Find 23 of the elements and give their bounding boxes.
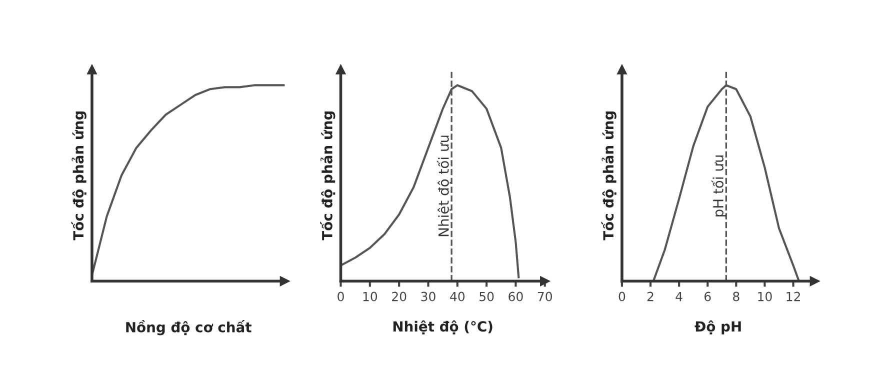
x-tick-label: 10 bbox=[758, 292, 772, 302]
ref-line-label: Nhiệt độ tối ưu bbox=[436, 136, 452, 236]
x-axis-title: Nhiệt độ (°C) bbox=[393, 320, 492, 334]
x-tick-label: 20 bbox=[392, 292, 406, 302]
x-tick-label: 70 bbox=[538, 292, 552, 302]
y-axis-title: Tốc độ phản ứng bbox=[601, 111, 616, 240]
x-tick-label: 60 bbox=[508, 292, 523, 302]
x-tick-label: 6 bbox=[704, 292, 711, 302]
x-tick-label: 4 bbox=[676, 292, 682, 302]
x-tick-label: 10 bbox=[363, 292, 378, 302]
x-tick-label: 0 bbox=[338, 292, 344, 302]
y-axis-title: Tốc độ phản ứng bbox=[71, 111, 86, 240]
x-tick-label: 50 bbox=[480, 292, 494, 302]
x-tick-label: 0 bbox=[618, 292, 626, 302]
x-axis-title: Nồng độ cơ chất bbox=[126, 320, 252, 336]
x-tick-label: 12 bbox=[786, 292, 800, 302]
ref-line-label: pH tối ưu bbox=[712, 155, 726, 216]
x-tick-label: 30 bbox=[421, 292, 436, 302]
y-axis-title: Tốc độ phản ứng bbox=[320, 111, 336, 240]
x-axis-title: Độ pH bbox=[694, 320, 741, 334]
x-tick-label: 2 bbox=[647, 292, 654, 302]
x-tick-label: 40 bbox=[450, 292, 465, 302]
x-tick-label: 8 bbox=[733, 292, 740, 302]
